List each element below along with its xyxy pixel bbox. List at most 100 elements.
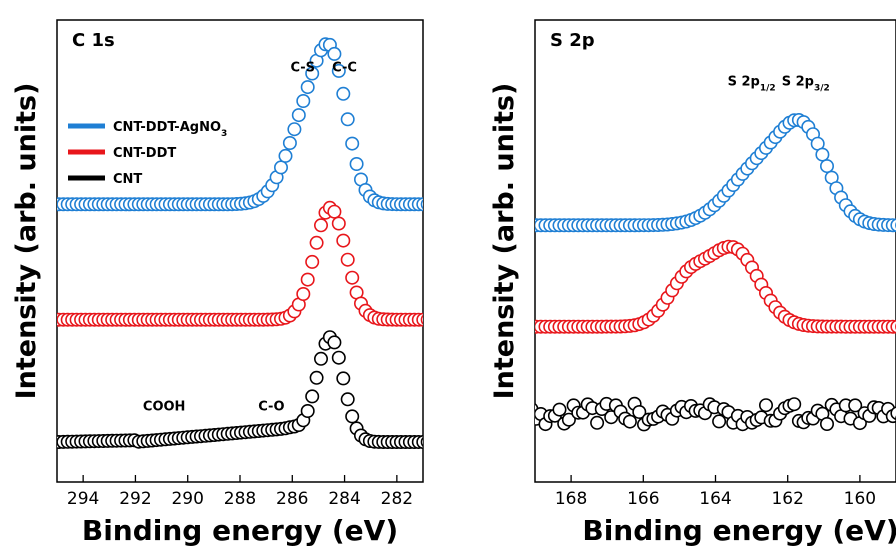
data-point <box>758 398 773 413</box>
x-axis-title: Binding energy (eV) <box>82 514 398 547</box>
data-point <box>291 108 306 123</box>
panel-label: C 1s <box>72 30 115 51</box>
y-axis-title: Intensity (arb. units) <box>11 83 42 400</box>
x-tick-label: 168 <box>555 489 587 509</box>
data-point <box>313 218 328 233</box>
panel-label-main: C 1s <box>72 30 115 51</box>
data-point <box>819 159 834 174</box>
legend-label-main: CNT-DDT-AgNO <box>113 120 221 135</box>
peak-annotation: C-S <box>290 61 315 76</box>
panel-c1s: C 1s 294 292 290 288 286 284 282 Binding energy … <box>11 19 424 547</box>
data-point <box>420 436 423 448</box>
x-tick-label: 160 <box>844 489 876 509</box>
peak-annotation: COOH <box>143 400 186 415</box>
data-point <box>552 402 567 417</box>
peak-annotation: C-O <box>258 400 284 415</box>
data-point <box>345 136 360 151</box>
data-point <box>336 371 351 386</box>
data-point <box>336 86 351 101</box>
legend-label: CNT-DDT-AgNO3 <box>113 120 227 139</box>
series-1 <box>57 200 423 327</box>
legend-label-main: CNT-DDT <box>113 146 176 161</box>
data-point <box>345 409 360 424</box>
data-series-group <box>535 113 896 432</box>
peak-annotation-main: C-O <box>258 400 284 415</box>
x-tick-label: 288 <box>224 489 256 509</box>
data-point <box>305 66 320 81</box>
data-point <box>305 254 320 269</box>
y-axis-title: Intensity (arb. units) <box>489 83 520 400</box>
series-1 <box>535 239 896 334</box>
legend: CNT-DDT-AgNO3 CNT-DDT CNT <box>68 120 227 187</box>
data-point <box>345 270 360 285</box>
peak-annotation: S 2p1/2 <box>728 74 776 93</box>
peak-annotation-subscript: 1/2 <box>760 83 776 93</box>
peak-annotation-main: COOH <box>143 400 186 415</box>
series-0 <box>535 113 896 233</box>
data-point <box>287 122 302 137</box>
data-point <box>309 235 324 250</box>
peak-annotation-main: S 2p <box>782 74 814 89</box>
data-point <box>890 319 896 334</box>
data-point <box>300 80 315 95</box>
x-tick-label: 286 <box>276 489 308 509</box>
data-point <box>296 286 311 301</box>
panel-s2p: S 2p 168 166 164 162 160 Binding energy (eV) In… <box>489 19 896 547</box>
data-point <box>712 414 727 429</box>
data-point <box>340 392 355 407</box>
legend-label-main: CNT <box>113 172 142 187</box>
data-point <box>420 199 423 210</box>
x-tick-label: 162 <box>771 489 803 509</box>
panel-label: S 2p <box>550 30 595 51</box>
peak-annotation: C-C <box>332 61 357 76</box>
peak-annotation: S 2p3/2 <box>782 74 830 93</box>
data-point <box>278 148 293 163</box>
x-axis-title: Binding energy (eV) <box>582 514 896 547</box>
data-point <box>282 136 297 151</box>
x-tick-label: 294 <box>67 489 99 509</box>
series-0 <box>57 37 423 212</box>
data-point <box>331 216 346 231</box>
x-tick-label: 166 <box>627 489 659 509</box>
peak-annotation-main: S 2p <box>728 74 760 89</box>
data-point <box>340 112 355 127</box>
data-point <box>890 406 896 421</box>
legend-label: CNT <box>113 172 142 187</box>
data-point <box>327 46 342 61</box>
panel-label-main: S 2p <box>550 30 595 51</box>
data-point <box>349 157 364 172</box>
data-point <box>273 160 288 175</box>
data-point <box>632 404 647 419</box>
peak-annotation-main: C-S <box>290 61 315 76</box>
data-point <box>590 415 605 430</box>
data-point <box>300 403 315 418</box>
x-tick-label: 282 <box>381 489 413 509</box>
peak-annotation-subscript: 3/2 <box>814 83 830 93</box>
data-point <box>890 218 896 233</box>
x-tick-label: 164 <box>699 489 731 509</box>
x-tick-label: 284 <box>328 489 360 509</box>
data-point <box>305 389 320 404</box>
data-point <box>787 397 802 412</box>
data-point <box>296 94 311 109</box>
data-point <box>309 370 324 385</box>
data-point <box>327 335 342 350</box>
x-tick-label: 290 <box>171 489 203 509</box>
data-point <box>313 351 328 366</box>
data-point <box>331 63 346 78</box>
series-2 <box>535 396 896 432</box>
data-point <box>561 412 576 427</box>
series-2 <box>57 330 423 449</box>
data-point <box>340 252 355 267</box>
x-tick-label: 292 <box>119 489 151 509</box>
data-point <box>336 233 351 248</box>
legend-label: CNT-DDT <box>113 146 176 161</box>
data-point <box>300 272 315 287</box>
data-point <box>327 204 342 219</box>
plot-frame <box>56 19 424 483</box>
data-point <box>331 350 346 365</box>
data-point <box>815 147 830 162</box>
legend-label-subscript: 3 <box>221 129 227 139</box>
data-point <box>819 416 834 431</box>
